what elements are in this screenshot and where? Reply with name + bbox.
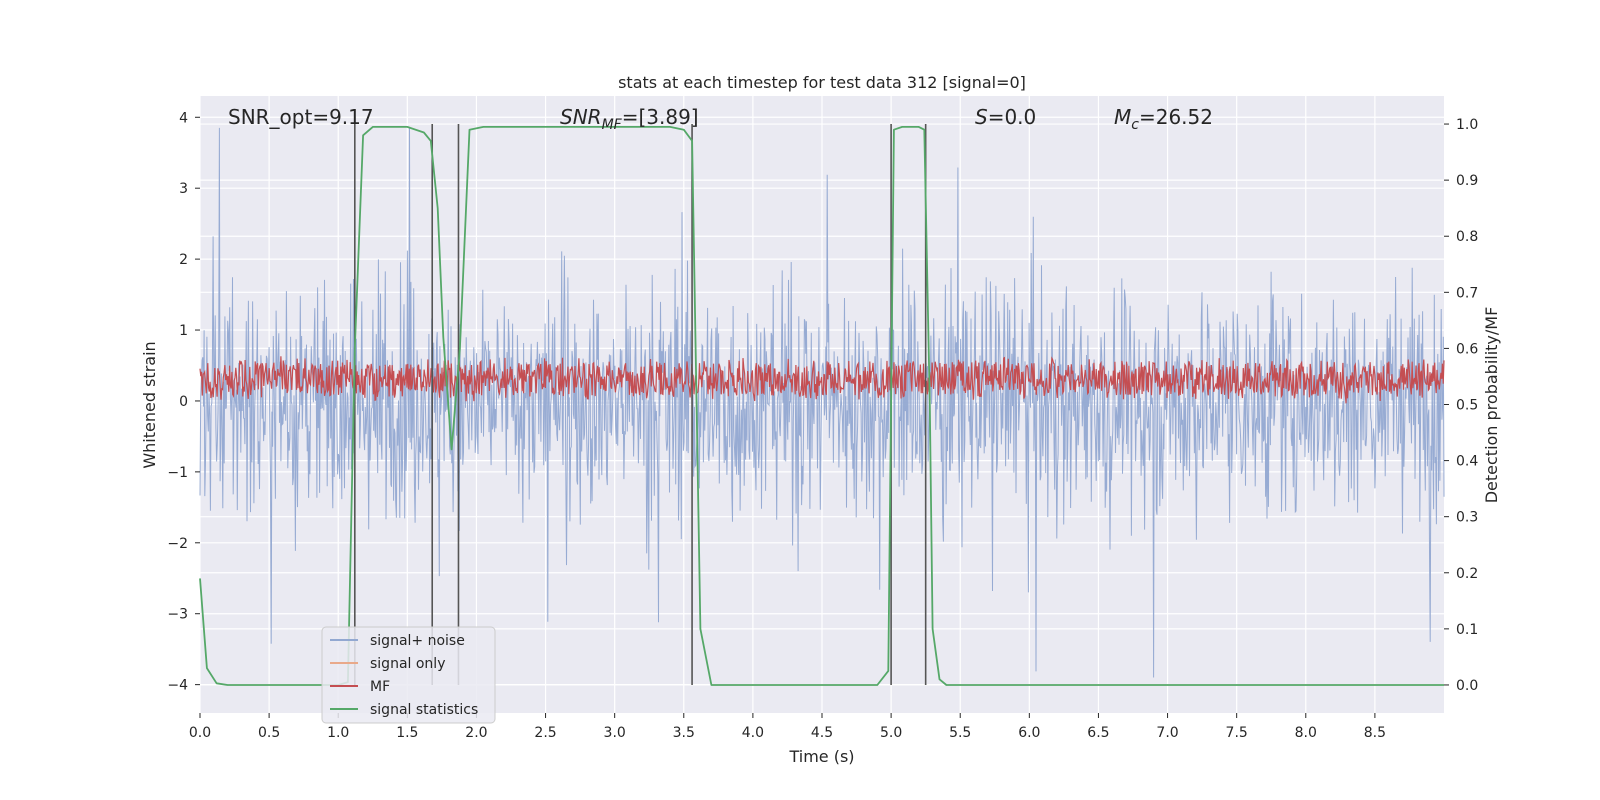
y-right-tick-label: 0.7 xyxy=(1456,285,1478,301)
annotation-s-value: =0.0 xyxy=(988,105,1037,129)
legend-box xyxy=(321,626,496,724)
y-right-axis-ticks: 1.0 0.9 0.8 0.7 0.6 0.5 0.4 0.3 0.2 0.1 0.0 xyxy=(1444,117,1478,694)
y-right-axis-label: Detection probability/MF xyxy=(1482,307,1501,504)
x-tick-label: 5.5 xyxy=(949,725,971,741)
x-tick-label: 4.5 xyxy=(811,725,833,741)
y-left-tick-label: −3 xyxy=(167,607,188,623)
x-tick-label: 3.0 xyxy=(604,725,626,741)
mf-line xyxy=(199,356,1445,404)
annotation-mc: Mc=26.52 xyxy=(1114,105,1213,133)
x-tick-label: 7.0 xyxy=(1156,725,1178,741)
y-left-tick-label: −2 xyxy=(167,536,188,552)
y-left-tick-label: 0 xyxy=(179,394,188,410)
annotation-s: S=0.0 xyxy=(975,105,1036,129)
x-tick-label: 2.0 xyxy=(465,725,487,741)
y-right-tick-label: 0.6 xyxy=(1456,341,1478,357)
y-left-tick-label: 4 xyxy=(179,110,188,126)
y-right-tick-label: 1.0 xyxy=(1456,117,1478,133)
annotation-snr-mf-sub: MF xyxy=(602,117,623,133)
y-left-tick-label: 3 xyxy=(179,181,188,197)
y-left-axis-ticks: 4 3 2 1 0 −1 −2 −3 −4 xyxy=(167,110,200,694)
annotation-mc-var: M xyxy=(1114,105,1131,129)
annotation-snr-opt: SNR_opt=9.17 xyxy=(228,105,374,129)
x-tick-label: 6.5 xyxy=(1087,725,1109,741)
x-tick-label: 1.0 xyxy=(327,725,349,741)
y-right-tick-label: 0.3 xyxy=(1456,510,1478,526)
mf-series xyxy=(199,356,1445,404)
x-tick-label: 2.5 xyxy=(534,725,556,741)
y-right-tick-label: 0.5 xyxy=(1456,398,1478,414)
legend-label-signal-only: signal only xyxy=(370,656,445,672)
signal-noise-series xyxy=(199,127,1445,678)
x-tick-label: 7.5 xyxy=(1226,725,1248,741)
annotation-s-var: S xyxy=(975,105,988,129)
x-tick-label: 0.5 xyxy=(258,725,280,741)
y-right-tick-label: 0.1 xyxy=(1456,622,1478,638)
legend-label-signal-statistics: signal statistics xyxy=(370,702,478,718)
x-tick-label: 8.0 xyxy=(1295,725,1317,741)
x-tick-label: 0.0 xyxy=(189,725,211,741)
chart-title: stats at each timestep for test data 312… xyxy=(618,73,1026,92)
x-tick-label: 8.5 xyxy=(1364,725,1386,741)
y-right-tick-label: 0.0 xyxy=(1456,678,1478,694)
y-left-axis-label: Whitened strain xyxy=(140,341,159,468)
annotation-snr-mf: SNRMF=[3.89] xyxy=(560,105,699,133)
annotation-snr-mf-value: =[3.89] xyxy=(622,105,699,129)
annotation-mc-sub: c xyxy=(1131,117,1139,133)
x-tick-label: 6.0 xyxy=(1018,725,1040,741)
x-tick-label: 1.5 xyxy=(396,725,418,741)
y-right-tick-label: 0.8 xyxy=(1456,229,1478,245)
x-tick-label: 5.0 xyxy=(880,725,902,741)
legend: signal+ noise signal only MF signal stat… xyxy=(321,626,496,724)
legend-label-mf: MF xyxy=(370,679,390,695)
annotation-mc-value: =26.52 xyxy=(1139,105,1213,129)
legend-label-signal-noise: signal+ noise xyxy=(370,633,465,649)
y-left-tick-label: 1 xyxy=(179,323,188,339)
y-left-tick-label: 2 xyxy=(179,252,188,268)
x-tick-label: 4.0 xyxy=(742,725,764,741)
x-axis-ticks: 0.0 0.5 1.0 1.5 2.0 2.5 3.0 3.5 4.0 4.5 5.0 5.5 6.0 6… xyxy=(189,713,1386,741)
y-left-tick-label: −4 xyxy=(167,678,188,694)
y-right-tick-label: 0.4 xyxy=(1456,454,1478,470)
x-tick-label: 3.5 xyxy=(673,725,695,741)
annotation-snr-mf-base: SNR xyxy=(560,105,602,129)
signal-noise-line xyxy=(199,127,1445,678)
y-left-tick-label: −1 xyxy=(167,465,188,481)
x-axis-label: Time (s) xyxy=(788,747,854,766)
y-right-tick-label: 0.2 xyxy=(1456,566,1478,582)
y-right-tick-label: 0.9 xyxy=(1456,173,1478,189)
